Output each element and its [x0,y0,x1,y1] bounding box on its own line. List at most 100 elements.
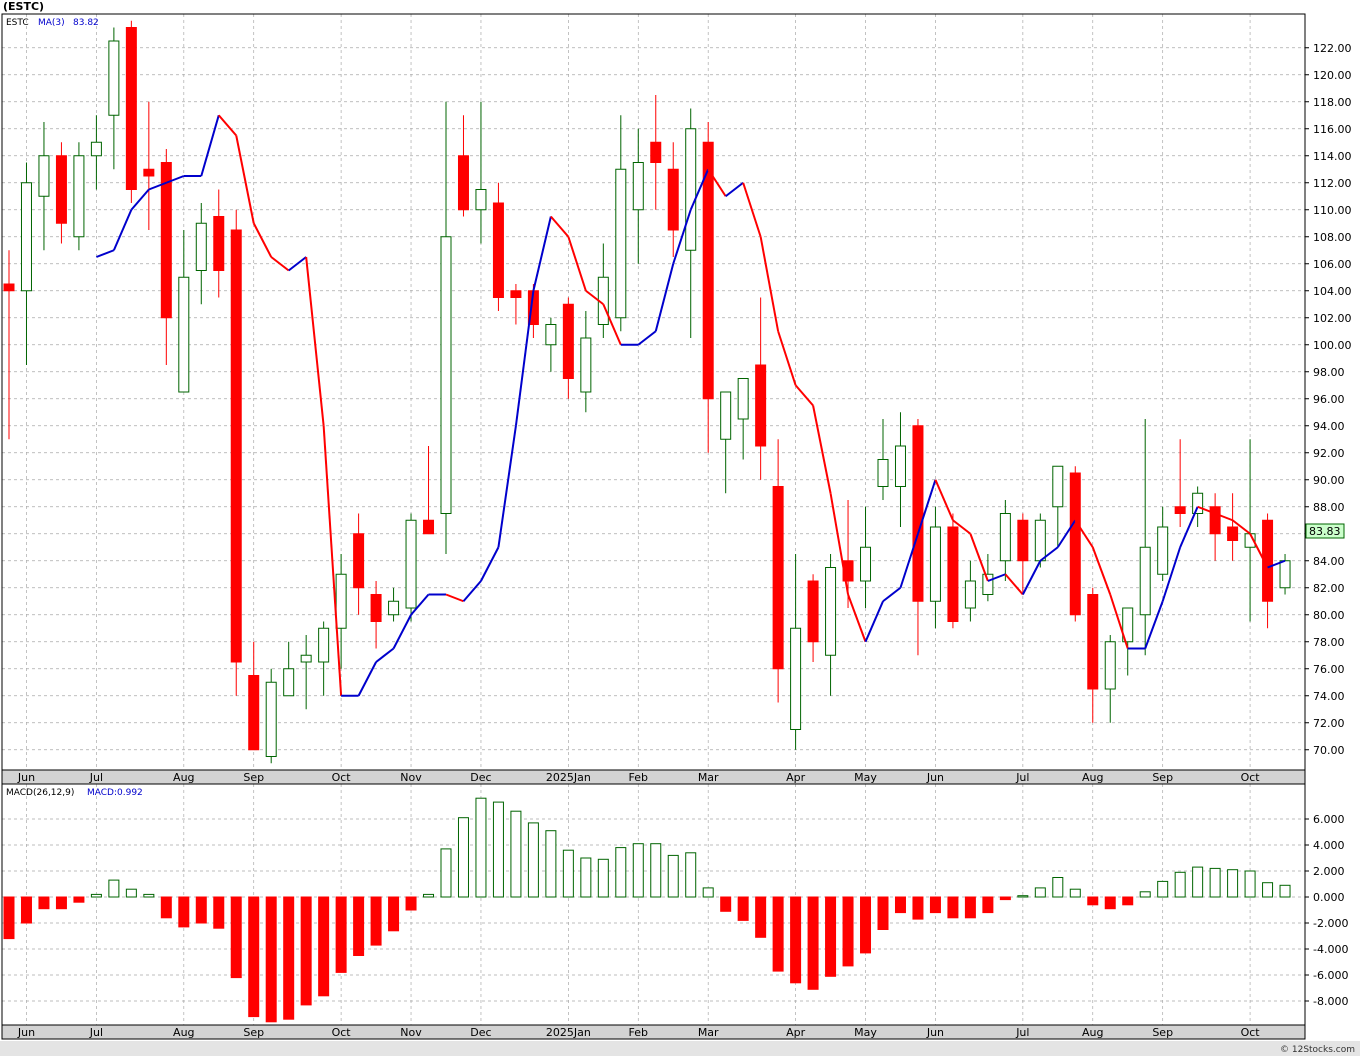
candlestick-series [3,20,1291,764]
macd-bar-positive [597,858,609,898]
candle-body-up [860,546,872,582]
macd-bar-positive [527,822,539,898]
candle-body-up [178,276,190,393]
price-y-tick-label: 70.00 [1313,744,1345,757]
ma3-segment [480,546,500,582]
candle-body-down [3,283,15,292]
price-date-axis [1,769,1306,785]
ma3-segment [637,330,657,346]
ma3-segment [882,586,902,603]
ma3-segment [725,181,744,198]
candle-body-down [160,162,172,319]
ma3-segment [759,236,780,332]
ma3-segment [130,188,150,211]
candle-body-up [388,600,400,616]
candle-body-down [510,290,522,298]
candle-body-up [685,128,697,251]
ma3-segment [1091,546,1112,595]
macd-bar-positive [1017,895,1029,898]
macd-x-tick-label: Oct [1241,1026,1261,1039]
macd-x-tick-label: Dec [470,1026,491,1039]
ma3-segment [270,256,290,272]
ma3-segment [96,249,115,258]
macd-bar-positive [685,852,697,898]
macd-x-tick-label: Jul [1015,1026,1029,1039]
macd-bar-negative [160,896,172,919]
price-x-tick-label: Aug [173,771,194,784]
candle-body-down [650,141,662,163]
candle-body-up [999,513,1011,562]
ma3-segment [934,479,954,521]
macd-bar-negative [283,896,295,1020]
price-x-tick-label: 2025Jan [546,771,591,784]
candle-body-down [1227,526,1239,541]
macd-x-tick-label: Jun [926,1026,944,1039]
price-legend-ma-value: 83.82 [73,18,99,28]
price-y-tick-label: 76.00 [1313,663,1345,676]
macd-bar-negative [842,896,854,967]
price-y-tick-label: 96.00 [1313,393,1345,406]
ma3-segment [777,330,797,386]
macd-bar-positive [615,847,627,898]
price-y-tick-label: 82.00 [1313,582,1345,595]
macd-bar-negative [370,896,382,946]
macd-bar-positive [632,843,644,898]
ma3-segment [252,222,273,258]
ma3-segment [864,600,884,643]
ma3-segment [462,580,482,602]
candle-body-down [353,533,365,589]
last-price-tag [1305,523,1345,539]
macd-legend-params: MACD(26,12,9) [6,788,74,798]
chart-title: (ESTC) [3,0,44,13]
macd-bar-positive [423,893,435,898]
macd-bar-negative [3,896,15,940]
candle-body-up [1139,546,1151,616]
price-y-tick-label: 72.00 [1313,717,1345,730]
macd-bar-negative [772,896,784,972]
candle-body-down [370,594,382,622]
price-y-tick-label: 90.00 [1313,474,1345,487]
macd-bar-positive [475,797,487,898]
price-y-tick-label: 92.00 [1313,447,1345,460]
macd-bar-negative [737,896,749,921]
candle-body-down [125,27,137,190]
candle-body-up [265,681,277,757]
candle-body-up [894,445,906,487]
price-x-tick-label: Sep [243,771,264,784]
candle-body-up [90,141,102,157]
price-legend-symbol: ESTC [6,18,29,28]
price-legend-ma: MA(3) [38,18,65,28]
ma3-segment [497,425,517,548]
macd-legend-value: MACD:0.992 [87,788,143,798]
candle-body-down [702,141,714,400]
macd-y-tick-label: 0.000 [1313,891,1345,904]
candle-body-up [1034,519,1046,562]
macd-bar-negative [929,896,941,914]
macd-bar-negative [405,896,417,911]
ma3-segment [322,425,343,696]
price-y-tick-label: 112.00 [1313,177,1352,190]
macd-bar-negative [1087,896,1099,906]
macd-x-tick-label: Apr [786,1026,806,1039]
macd-bar-positive [1069,888,1081,898]
candle-body-down [912,425,924,602]
macd-x-tick-labels: Jun Jul Aug Sep Oct Nov Dec 2025Jan Feb Mar Apr May… [17,1026,1260,1039]
macd-bar-positive [108,879,120,898]
ma3-line [96,114,1286,697]
candle-body-down [947,526,959,622]
macd-bar-positive [1209,867,1221,898]
price-y-tick-label: 74.00 [1313,690,1345,703]
macd-bar-positive [440,848,452,898]
candle-body-down [423,519,435,535]
macd-bar-positive [90,893,102,898]
ma3-segment [952,519,972,535]
price-y-tick-label: 98.00 [1313,366,1345,379]
macd-x-tick-label: Jul [89,1026,103,1039]
macd-bar-negative [20,896,32,924]
macd-bar-negative [720,896,732,912]
ma3-segment [357,661,377,697]
candle-body-up [737,378,749,420]
macd-bar-negative [230,896,242,979]
ma3-segment [305,256,325,426]
